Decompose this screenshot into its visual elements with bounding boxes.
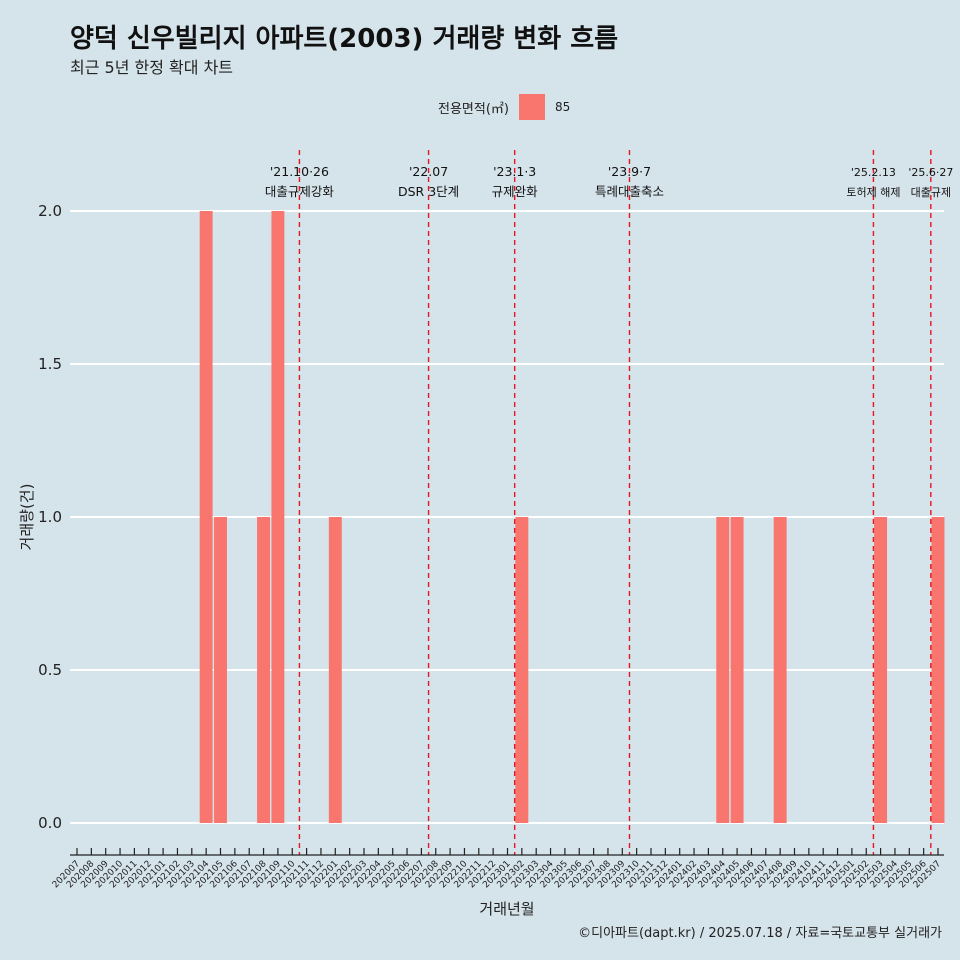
- bar-202503: [874, 517, 888, 823]
- bar-202302: [515, 517, 529, 823]
- bar-202507: [931, 517, 945, 823]
- annotation-text-0: 대출규제강화: [265, 184, 335, 199]
- legend-label-85: 85: [554, 100, 571, 114]
- annotation-text-5: 대출규제: [911, 186, 951, 199]
- bars: [199, 211, 945, 823]
- y-axis-label: 거래량(건): [18, 484, 36, 551]
- bar-202201: [328, 517, 342, 823]
- annotation-date-0: '21.10·26: [270, 164, 329, 179]
- annotation-date-2: '23.1·3: [493, 164, 536, 179]
- y-tick-label: 2.0: [38, 202, 62, 220]
- annotation-text-1: DSR 3단계: [398, 184, 459, 199]
- annotations: '21.10·26 대출규제강화 '22.07 DSR 3단계 '23.1·3 규제완화 '…: [265, 150, 953, 855]
- bar-202104: [199, 211, 213, 823]
- x-axis: 2020072020082020092020102020112020122021…: [51, 848, 944, 890]
- annotation-date-3: '23.9·7: [608, 164, 651, 179]
- legend: 전용면적(㎡) 85: [438, 94, 570, 120]
- bar-202109: [271, 211, 285, 823]
- bar-202405: [730, 517, 744, 823]
- annotation-date-4: '25.2.13: [851, 166, 896, 179]
- annotation-text-2: 규제완화: [492, 184, 539, 199]
- bar-202404: [716, 517, 730, 823]
- y-tick-label: 0.5: [38, 661, 62, 679]
- chart-title: 양덕 신우빌리지 아파트(2003) 거래량 변화 흐름: [70, 24, 619, 54]
- annotation-text-4: 토허제 해제: [846, 185, 900, 199]
- bar-202408: [773, 517, 787, 823]
- annotation-date-1: '22.07: [409, 164, 448, 179]
- legend-key-85: [518, 94, 545, 120]
- chart-subtitle: 최근 5년 한정 확대 차트: [70, 58, 234, 77]
- source-caption: ©디아파트(dapt.kr) / 2025.07.18 / 자료=국토교통부 실…: [578, 926, 942, 941]
- annotation-text-3: 특례대출축소: [595, 184, 664, 199]
- bar-202108: [257, 517, 271, 823]
- bar-202105: [214, 517, 227, 823]
- x-axis-label: 거래년월: [479, 900, 534, 918]
- y-tick-label: 1.5: [38, 355, 62, 373]
- annotation-date-5: '25.6·27: [908, 166, 953, 179]
- y-axis: 0.0 0.5 1.0 1.5 2.0: [38, 202, 62, 832]
- legend-title: 전용면적(㎡): [438, 101, 509, 117]
- y-tick-label: 0.0: [38, 814, 62, 832]
- y-tick-label: 1.0: [38, 508, 62, 526]
